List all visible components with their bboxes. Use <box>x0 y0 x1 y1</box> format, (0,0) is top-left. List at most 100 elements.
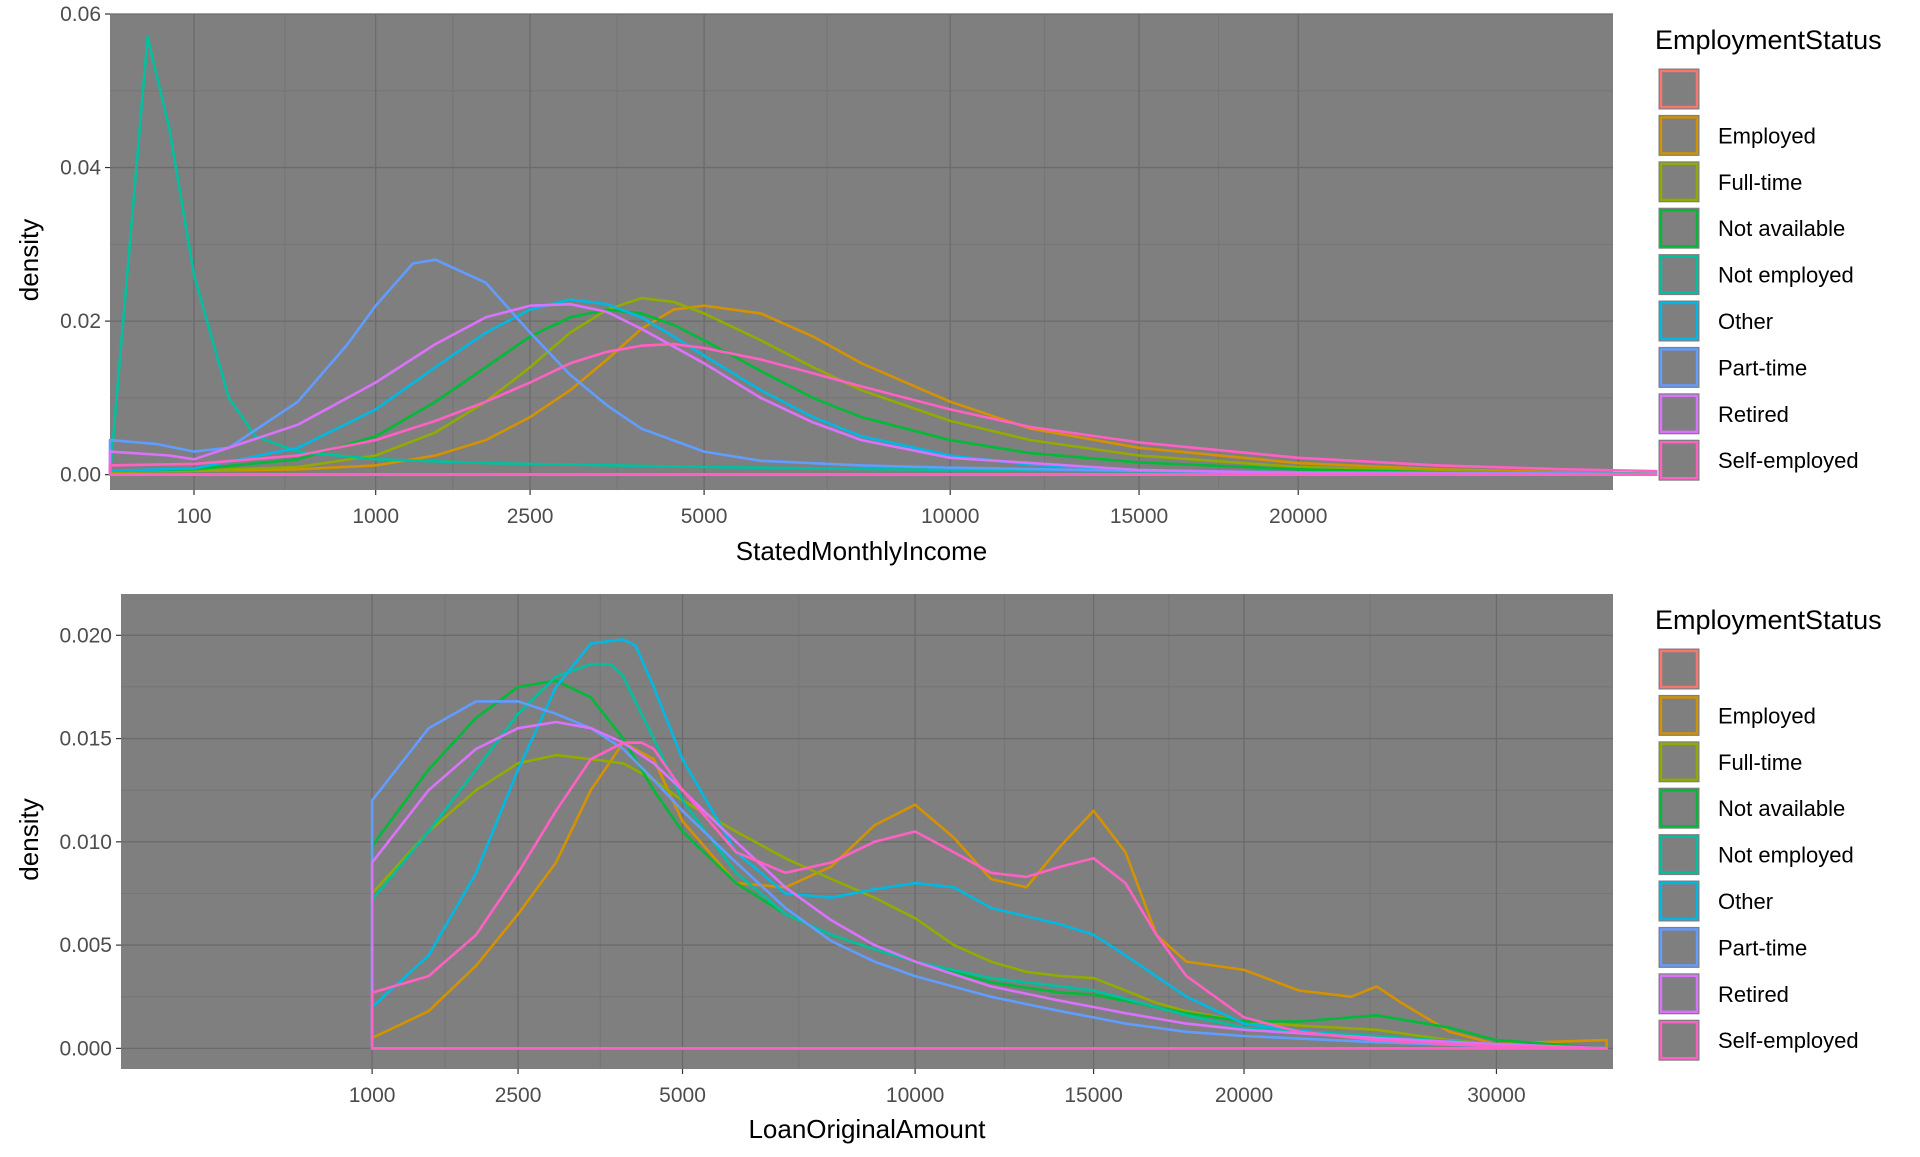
density-panel-1: 0.00 0.02 0.04 0.06 100 1000 2500 5000 10000 1500… <box>14 3 1882 566</box>
legend-label: Employed <box>1718 703 1816 728</box>
y-axis-title: density <box>14 798 44 880</box>
y-tick-label: 0.04 <box>60 157 101 180</box>
legend-label: Other <box>1718 309 1773 334</box>
x-tick-label: 20000 <box>1269 505 1327 528</box>
y-tick-label: 0.02 <box>60 310 101 333</box>
x-axis-title: LoanOriginalAmount <box>748 1114 986 1144</box>
legend-swatch <box>1659 394 1699 433</box>
legend-label: Self-employed <box>1718 448 1859 473</box>
density-line-employed <box>370 741 1608 1050</box>
legend: EmploymentStatus Employed Full-time Not ava… <box>1655 605 1882 1062</box>
legend-label: Not employed <box>1718 843 1854 868</box>
legend: EmploymentStatus Employed Full-time Not ava… <box>1655 25 1882 482</box>
density-line-self-employed <box>370 741 1608 1050</box>
legend-label: Self-employed <box>1718 1028 1859 1053</box>
legend-key <box>1657 67 1701 111</box>
x-tick-label: 100 <box>176 505 211 528</box>
density-line-retired <box>108 302 1684 476</box>
series-lines <box>370 638 1608 1050</box>
legend-label: Not available <box>1718 216 1845 241</box>
legend-swatch <box>1659 255 1699 294</box>
x-tick-label: 2500 <box>507 505 554 528</box>
y-axis-title: density <box>14 219 44 301</box>
legend-swatch <box>1659 789 1699 828</box>
series-lines <box>108 35 1684 476</box>
legend-swatch <box>1659 928 1699 967</box>
y-tick-label: 0.015 <box>59 728 112 751</box>
x-tick-label: 2500 <box>495 1084 542 1107</box>
legend-key <box>1657 1018 1701 1062</box>
density-line-retired <box>370 720 1608 1050</box>
x-tick-label: 5000 <box>681 505 728 528</box>
legend-swatch <box>1659 441 1699 480</box>
legend-swatch <box>1659 649 1699 689</box>
legend-swatch <box>1659 69 1699 109</box>
legend-swatch <box>1659 208 1699 248</box>
legend-key <box>1657 438 1701 482</box>
density-line-full-time <box>370 753 1608 1050</box>
y-tick-label: 0.020 <box>59 624 112 647</box>
legend-key <box>1657 693 1701 737</box>
y-tick-label: 0.06 <box>60 3 101 26</box>
legend-title: EmploymentStatus <box>1655 605 1882 635</box>
density-line-other <box>370 638 1608 1050</box>
legend-swatch <box>1659 116 1699 155</box>
legend-key <box>1657 345 1701 389</box>
y-tick-label: 0.000 <box>59 1037 112 1060</box>
y-tick-label: 0.010 <box>59 831 112 854</box>
legend-swatch <box>1659 881 1699 921</box>
legend-key <box>1657 833 1701 877</box>
legend-key <box>1657 206 1701 250</box>
legend-label: Not available <box>1718 796 1845 821</box>
x-tick-label: 1000 <box>349 1084 396 1107</box>
y-tick-label: 0.00 <box>60 464 101 487</box>
y-tick-label: 0.005 <box>59 934 112 957</box>
legend-swatch <box>1659 348 1699 387</box>
density-line-self-employed <box>108 342 1684 476</box>
legend-swatch <box>1659 301 1699 341</box>
legend-key <box>1657 786 1701 830</box>
legend-swatch <box>1659 1021 1699 1060</box>
legend-key <box>1657 113 1701 157</box>
legend-swatch <box>1659 835 1699 874</box>
legend-label: Other <box>1718 889 1773 914</box>
x-tick-label: 5000 <box>659 1084 706 1107</box>
legend-label: Not employed <box>1718 263 1854 288</box>
legend-label: Part-time <box>1718 355 1807 380</box>
density-line-part-time <box>370 700 1608 1050</box>
x-axis-title: StatedMonthlyIncome <box>736 536 987 566</box>
legend-label: Full-time <box>1718 170 1802 195</box>
legend-label: Part-time <box>1718 935 1807 960</box>
legend-key <box>1657 392 1701 436</box>
legend-key <box>1657 299 1701 343</box>
legend-title: EmploymentStatus <box>1655 25 1882 55</box>
x-tick-label: 20000 <box>1215 1084 1273 1107</box>
x-tick-label: 15000 <box>1110 505 1168 528</box>
panel-background <box>110 14 1613 490</box>
legend-key <box>1657 972 1701 1016</box>
legend-label: Retired <box>1718 982 1789 1007</box>
legend-swatch <box>1659 162 1699 202</box>
legend-swatch <box>1659 974 1699 1013</box>
legend-key <box>1657 740 1701 784</box>
legend-key <box>1657 160 1701 204</box>
legend-label: Retired <box>1718 402 1789 427</box>
x-tick-label: 10000 <box>921 505 979 528</box>
legend-key <box>1657 925 1701 969</box>
legend-label: Full-time <box>1718 750 1802 775</box>
legend-swatch <box>1659 696 1699 735</box>
legend-key <box>1657 253 1701 297</box>
legend-label: Employed <box>1718 123 1816 148</box>
x-tick-label: 10000 <box>886 1084 944 1107</box>
density-line-employed <box>108 304 1684 476</box>
x-tick-label: 30000 <box>1467 1084 1525 1107</box>
x-tick-label: 15000 <box>1064 1084 1122 1107</box>
legend-key <box>1657 879 1701 923</box>
legend-key <box>1657 647 1701 691</box>
density-line-full-time <box>108 296 1684 476</box>
legend-swatch <box>1659 742 1699 781</box>
x-tick-label: 1000 <box>352 505 399 528</box>
density-panel-2: 0.000 0.005 0.010 0.015 0.020 1000 2500 5000 100… <box>14 594 1882 1144</box>
